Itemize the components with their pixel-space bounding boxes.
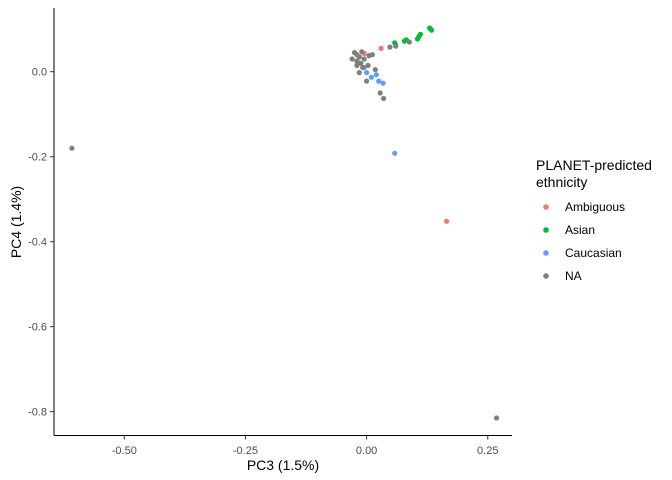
points-layer [69, 25, 500, 421]
point-caucasian-5 [380, 80, 386, 86]
point-na-20 [393, 43, 399, 49]
point-asian-8 [428, 27, 435, 33]
point-ambiguous-1 [378, 45, 384, 52]
legend-items: Ambiguous Asian Caucasian NA [543, 200, 625, 283]
point-ambiguous-2 [444, 218, 450, 224]
point-na-15 [364, 78, 370, 84]
legend-key-na [543, 273, 549, 279]
point-caucasian-6 [392, 150, 398, 156]
y-tick-label: -0.2 [28, 152, 47, 164]
point-na-4 [354, 58, 360, 64]
legend-title-line-1: PLANET-predicted [536, 157, 652, 173]
x-tick-label: -0.50 [112, 445, 137, 457]
legend-key-ambiguous [543, 204, 549, 210]
y-tick-label: 0.0 [32, 67, 47, 79]
point-na-1 [349, 56, 355, 62]
point-na-14 [365, 62, 371, 68]
point-caucasian-3 [373, 72, 379, 78]
point-na-9 [360, 64, 366, 71]
legend-label-asian: Asian [565, 223, 595, 237]
point-na-0 [69, 145, 75, 151]
point-na-22 [493, 415, 500, 421]
legend: PLANET-predicted ethnicity Ambiguous Asia… [536, 157, 652, 283]
point-na-21 [406, 39, 412, 45]
point-na-13 [369, 52, 375, 58]
point-na-11 [356, 70, 362, 76]
legend-key-asian [543, 227, 549, 233]
point-na-5 [354, 62, 360, 68]
point-caucasian-1 [364, 70, 370, 76]
x-tick-label: 0.25 [477, 445, 498, 457]
point-na-17 [377, 90, 383, 96]
legend-key-caucasian [543, 250, 549, 256]
point-na-16 [372, 67, 378, 73]
x-axis-title: PC3 (1.5%) [247, 457, 319, 473]
legend-title-line-2: ethnicity [536, 174, 587, 190]
point-na-18 [381, 95, 387, 102]
point-caucasian-4 [376, 78, 382, 84]
y-axis-title: PC4 (1.4%) [8, 186, 24, 258]
point-na-10 [361, 56, 367, 62]
point-na-19 [387, 44, 393, 50]
y-axis-ticks: 0.0 -0.2 -0.4 -0.6 -0.8 [28, 67, 54, 419]
y-tick-label: -0.4 [28, 237, 47, 249]
x-tick-label: -0.25 [233, 445, 258, 457]
legend-label-caucasian: Caucasian [565, 246, 622, 260]
point-na-7 [358, 60, 364, 66]
x-axis-ticks: -0.50 -0.25 0.00 0.25 [112, 435, 498, 457]
point-na-6 [356, 54, 362, 60]
legend-label-ambiguous: Ambiguous [565, 200, 625, 214]
point-caucasian-2 [368, 74, 374, 80]
y-tick-label: -0.6 [28, 322, 47, 334]
point-na-8 [359, 49, 365, 55]
y-tick-label: -0.8 [28, 407, 47, 419]
legend-label-na: NA [565, 269, 582, 283]
point-asian-6 [417, 31, 423, 37]
x-tick-label: 0.00 [356, 445, 377, 457]
